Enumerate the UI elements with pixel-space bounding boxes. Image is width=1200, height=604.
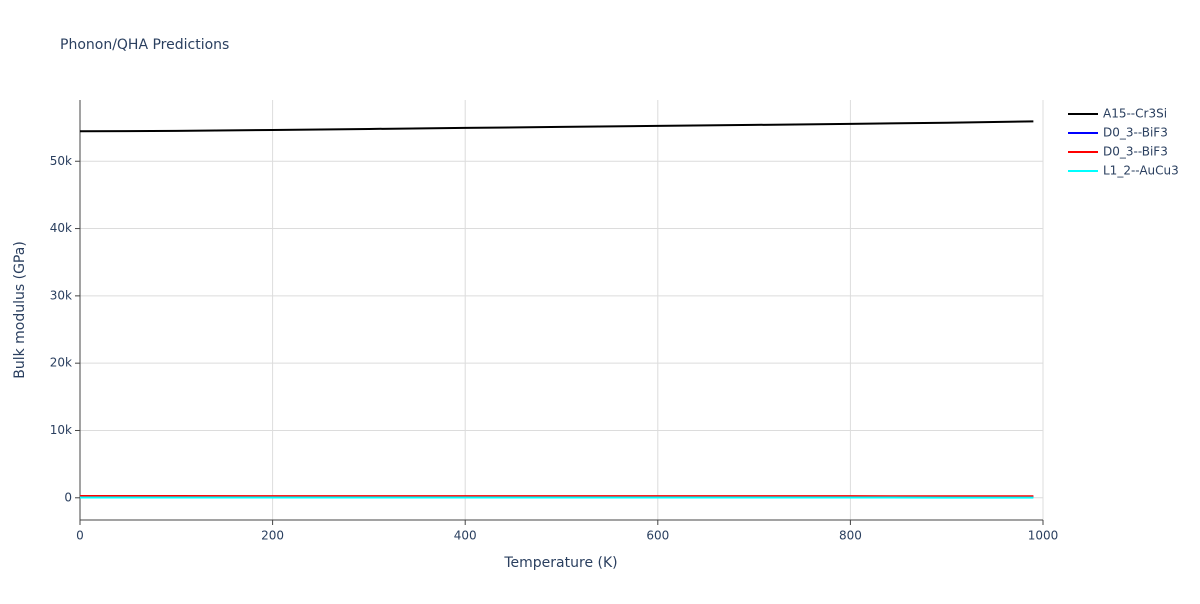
y-axis-label: Bulk modulus (GPa) — [12, 241, 28, 379]
legend-label: L1_2--AuCu3 — [1103, 164, 1179, 178]
x-tick-label: 200 — [261, 529, 284, 543]
x-tick-label: 600 — [646, 529, 669, 543]
chart-title: Phonon/QHA Predictions — [60, 37, 229, 53]
y-tick-label: 40k — [50, 221, 72, 235]
x-axis-label: Temperature (K) — [503, 555, 617, 571]
y-tick-label: 20k — [50, 356, 72, 370]
y-tick-label: 50k — [50, 154, 72, 168]
series-line — [80, 121, 1033, 131]
x-tick-label: 800 — [839, 529, 862, 543]
legend-label: D0_3--BiF3 — [1103, 126, 1168, 140]
x-tick-label: 400 — [454, 529, 477, 543]
x-tick-label: 0 — [76, 529, 84, 543]
y-tick-label: 0 — [64, 490, 72, 504]
legend-label: A15--Cr3Si — [1103, 107, 1167, 121]
legend-label: D0_3--BiF3 — [1103, 145, 1168, 159]
y-tick-label: 30k — [50, 288, 72, 302]
x-tick-label: 1000 — [1028, 529, 1059, 543]
y-tick-label: 10k — [50, 423, 72, 437]
